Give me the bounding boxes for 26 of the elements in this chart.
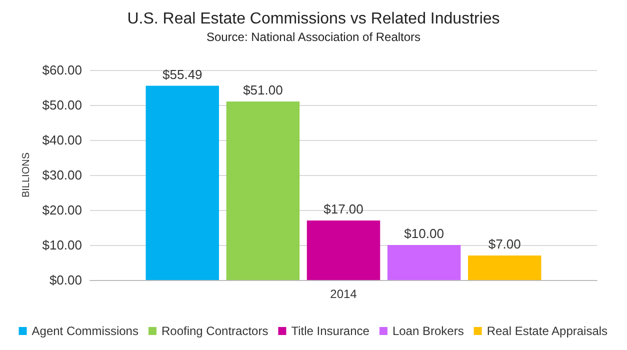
data-label: $51.00: [243, 82, 283, 98]
legend-label: Loan Brokers: [392, 324, 464, 338]
chart-title: U.S. Real Estate Commissions vs Related Industries: [127, 10, 500, 28]
y-tick-label: $50.00: [42, 98, 82, 112]
bar: [146, 86, 220, 280]
data-label: $7.00: [488, 236, 521, 252]
data-label: $55.49: [162, 66, 202, 82]
bar: [468, 256, 542, 280]
bar: [387, 245, 461, 280]
chart-subtitle: Source: National Association of Realtors: [206, 30, 421, 44]
y-tick-label: $60.00: [42, 62, 82, 78]
y-tick-label: $20.00: [42, 202, 82, 218]
y-tick-label: $30.00: [42, 168, 82, 182]
bar: [306, 220, 380, 280]
y-axis-title: BILLIONS: [20, 152, 32, 198]
data-label: $10.00: [404, 226, 444, 241]
y-tick-label: $40.00: [42, 132, 82, 148]
y-tick-label: $0.00: [49, 272, 82, 288]
legend-label: Roofing Contractors: [161, 324, 268, 338]
y-tick-label: $10.00: [42, 238, 82, 252]
data-label: $17.00: [324, 202, 364, 216]
legend-label: Real Estate Appraisals: [486, 324, 608, 338]
legend-label: Agent Commissions: [32, 324, 138, 338]
legend-label: Title Insurance: [291, 324, 370, 338]
bar: [226, 102, 300, 280]
x-tick-label: 2014: [330, 287, 358, 301]
